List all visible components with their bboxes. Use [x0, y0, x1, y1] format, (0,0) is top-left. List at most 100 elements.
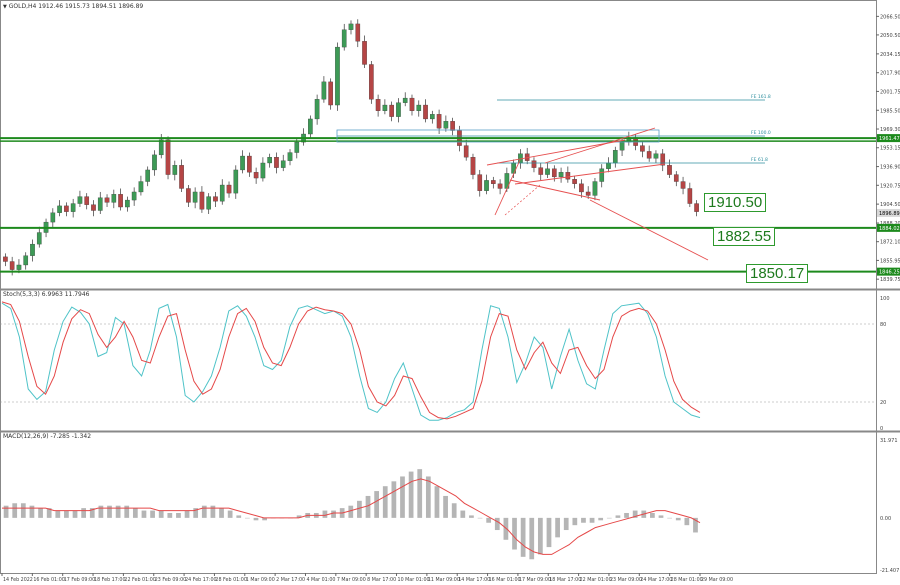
candle-bear	[362, 41, 367, 65]
candle-bull	[77, 196, 83, 204]
candle-bear	[477, 174, 483, 191]
time-tick-label: 14 Feb 2022	[3, 577, 33, 583]
candle-bull	[653, 153, 659, 159]
macd-tick-label: 0.00	[880, 516, 891, 522]
macd-histogram-bar	[589, 517, 595, 523]
time-tick-label: 4 Mar 01:00	[306, 577, 335, 583]
candle-bull	[558, 172, 564, 178]
candle-bull	[152, 154, 157, 171]
candle-bull	[341, 29, 347, 48]
candle-bear	[84, 196, 90, 205]
price-tick-label: 2034.15	[880, 52, 900, 58]
macd-histogram-bar	[451, 503, 457, 518]
candle-bear	[579, 183, 584, 193]
macd-histogram-bar	[400, 476, 405, 518]
price-tick-label: 2050.50	[880, 33, 900, 39]
macd-histogram-bar	[460, 510, 466, 518]
time-tick-label: 23 Feb 09:00	[155, 577, 186, 583]
candle-bull	[314, 99, 320, 120]
stoch-main-line	[1, 302, 701, 421]
time-tick-label: 29 Mar 09:00	[701, 577, 733, 583]
macd-histogram-bar	[193, 508, 199, 518]
macd-histogram-bar	[624, 512, 629, 518]
trend-line	[494, 159, 521, 216]
candle-bear	[470, 157, 476, 175]
macd-histogram-bar	[606, 517, 612, 519]
macd-histogram-bar	[98, 505, 104, 518]
price-tick-label: 1872.10	[880, 240, 900, 246]
macd-histogram-bar	[408, 471, 414, 518]
time-tick-label: 10 Mar 01:00	[398, 577, 430, 583]
candle-bull	[50, 212, 56, 223]
time-tick-label: 28 Feb 01:00	[215, 577, 246, 583]
macd-histogram-bar	[3, 505, 9, 518]
macd-histogram-bar	[469, 515, 474, 518]
macd-histogram-bar	[81, 508, 87, 518]
macd-histogram-bar	[132, 508, 138, 518]
macd-histogram-bar	[417, 469, 423, 518]
macd-histogram-bar	[141, 510, 147, 518]
level-price-tag-text: 1846.25	[879, 270, 900, 276]
symbol-ohlc-text: GOLD,H4 1912.46 1915.73 1894.51 1896.89	[8, 3, 144, 10]
candle-bear	[389, 104, 394, 117]
macd-histogram-bar	[425, 476, 431, 518]
macd-histogram-bar	[615, 515, 621, 518]
macd-histogram-bar	[115, 505, 121, 518]
candle-bull	[287, 152, 293, 161]
trend-line	[544, 127, 656, 164]
price-tick-label: 1936.90	[880, 165, 900, 171]
candle-bull	[125, 199, 130, 208]
candle-bear	[409, 97, 415, 111]
macd-histogram-bar	[512, 517, 517, 550]
price-panel-title: ▼ GOLD,H4 1912.46 1915.73 1894.51 1896.8…	[3, 3, 143, 10]
candle-bull	[16, 264, 22, 270]
collapse-triangle-icon[interactable]: ▼	[3, 4, 7, 10]
candle-bull	[70, 203, 76, 212]
candle-bull	[430, 114, 435, 120]
candle-bear	[585, 191, 591, 196]
level-price-tag	[877, 134, 900, 143]
candle-bear	[64, 205, 69, 212]
candle-bear	[463, 145, 469, 158]
candle-bear	[490, 180, 496, 184]
time-tick-label: 11 Mar 09:00	[428, 577, 460, 583]
macd-histogram-bar	[253, 517, 259, 521]
stoch-tick-label: 0	[880, 426, 883, 432]
macd-histogram-bar	[29, 505, 35, 518]
candle-bear	[213, 196, 218, 202]
candle-bull	[30, 243, 35, 256]
macd-histogram-bar	[245, 517, 250, 519]
trend-line	[514, 163, 666, 185]
level-price-tag	[877, 267, 900, 276]
macd-histogram-bar	[555, 517, 560, 538]
candle-bull	[219, 184, 225, 202]
macd-histogram-bar	[167, 512, 173, 518]
candle-bear	[538, 167, 544, 175]
time-tick-label: 17 Mar 09:00	[519, 577, 551, 583]
macd-histogram-bar	[546, 517, 552, 548]
candle-bull	[599, 168, 605, 182]
macd-histogram-bar	[184, 510, 190, 518]
macd-histogram-bar	[572, 517, 578, 526]
candle-bear	[9, 261, 15, 270]
time-tick-label: 8 Mar 17:00	[367, 577, 396, 583]
level-price-tag	[877, 223, 900, 232]
stoch-panel-title: Stoch(5,3,3) 6.9963 11.7946	[3, 291, 90, 298]
macd-histogram-bar	[632, 510, 638, 518]
price-tick-label: 2066.50	[880, 14, 900, 20]
macd-tick-label: -21.407	[880, 568, 899, 574]
candle-bull	[619, 141, 625, 151]
macd-histogram-bar	[38, 508, 43, 518]
macd-histogram-bar	[158, 510, 164, 518]
candle-bull	[335, 46, 340, 106]
candle-bull	[23, 255, 29, 266]
time-tick-label: 1 Mar 09:00	[246, 577, 275, 583]
fib-zone-box	[336, 129, 660, 143]
macd-histogram-bar	[658, 515, 664, 518]
macd-histogram-bar	[46, 508, 52, 518]
candle-bull	[111, 194, 117, 203]
candle-bear	[247, 155, 252, 173]
trend-line	[486, 139, 626, 166]
macd-histogram-bar	[667, 517, 672, 519]
stoch-tick-label: 100	[880, 296, 890, 302]
